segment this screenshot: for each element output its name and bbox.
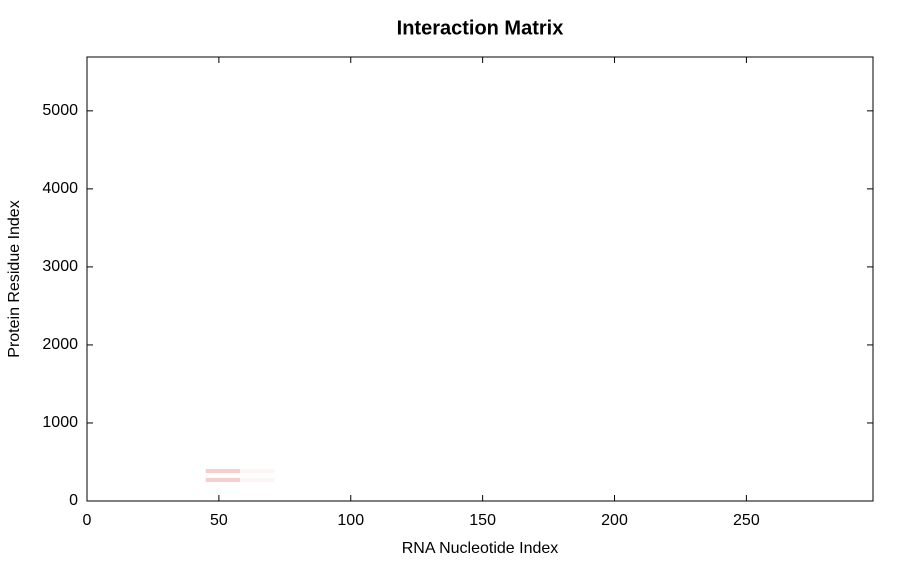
heatmap-cell: [205, 477, 240, 482]
y-tick-label: 1000: [42, 414, 78, 431]
x-tick-label: 150: [469, 512, 496, 529]
heatmap-cell: [205, 469, 240, 473]
x-axis-label: RNA Nucleotide Index: [402, 540, 559, 557]
x-tick-label: 0: [83, 512, 92, 529]
heatmap-cell: [239, 477, 275, 482]
x-tick-label: 200: [601, 512, 628, 529]
chart-title: Interaction Matrix: [397, 17, 564, 39]
heatmap-cell: [239, 469, 275, 473]
y-tick-label: 2000: [42, 336, 78, 353]
y-tick-label: 4000: [42, 180, 78, 197]
x-tick-label: 50: [210, 512, 228, 529]
y-tick-label: 3000: [42, 258, 78, 275]
x-tick-label: 100: [337, 512, 364, 529]
x-tick-label: 250: [733, 512, 760, 529]
y-tick-label: 0: [69, 492, 78, 509]
y-tick-label: 5000: [42, 102, 78, 119]
y-axis-label: Protein Residue Index: [6, 200, 23, 357]
plot-frame: [86, 56, 874, 502]
